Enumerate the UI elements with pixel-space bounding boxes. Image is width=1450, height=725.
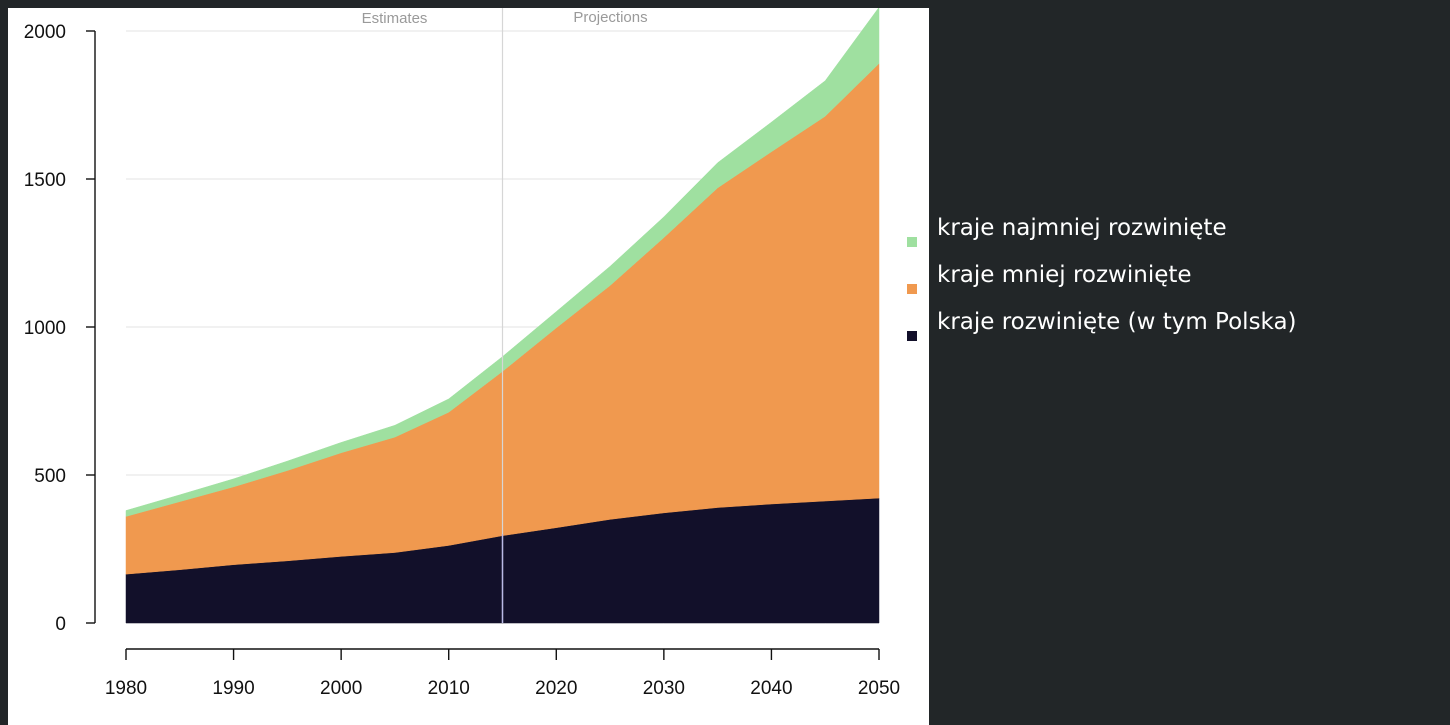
y-tick-label-500: 500	[34, 466, 66, 487]
legend-label-less-developed: kraje mniej rozwinięte	[937, 262, 1192, 288]
legend-swatch-developed	[907, 331, 917, 341]
chart-panel: 0 500 1000 1500 2000 1980 1990 2000 2010 2020 2030…	[8, 8, 929, 725]
y-tick-label-0: 0	[55, 614, 66, 635]
legend-item-less-developed: kraje mniej rozwinięte	[905, 257, 1450, 303]
legend-label-least-developed: kraje najmniej rozwinięte	[937, 215, 1227, 241]
projections-label: Projections	[573, 9, 647, 26]
legend-swatch-least-developed	[907, 237, 917, 247]
x-tick-label-1990: 1990	[212, 678, 254, 699]
y-tick-label-1000: 1000	[24, 318, 66, 339]
area-least-developed	[125, 8, 880, 517]
x-tick-label-2030: 2030	[643, 678, 685, 699]
x-tick-label-2050: 2050	[858, 678, 900, 699]
x-tick-label-2020: 2020	[535, 678, 577, 699]
legend-swatch-less-developed	[907, 284, 917, 294]
x-tick-label-2010: 2010	[428, 678, 470, 699]
x-tick-label-2040: 2040	[750, 678, 792, 699]
estimates-label: Estimates	[362, 10, 428, 27]
x-tick-label-2000: 2000	[320, 678, 362, 699]
x-tick-label-1980: 1980	[105, 678, 147, 699]
legend-item-developed: kraje rozwinięte (w tym Polska)	[905, 304, 1450, 350]
y-tick-label-2000: 2000	[24, 22, 66, 43]
stacked-area-chart: 0 500 1000 1500 2000 1980 1990 2000 2010 2020 2030…	[24, 8, 900, 699]
legend-label-developed: kraje rozwinięte (w tym Polska)	[937, 309, 1297, 335]
legend-item-least-developed: kraje najmniej rozwinięte	[905, 210, 1450, 256]
y-tick-label-1500: 1500	[24, 170, 66, 191]
axes: 0 500 1000 1500 2000 1980 1990 2000 2010 2020 2030…	[24, 22, 900, 699]
legend: kraje najmniej rozwinięte kraje mniej ro…	[905, 210, 1450, 351]
